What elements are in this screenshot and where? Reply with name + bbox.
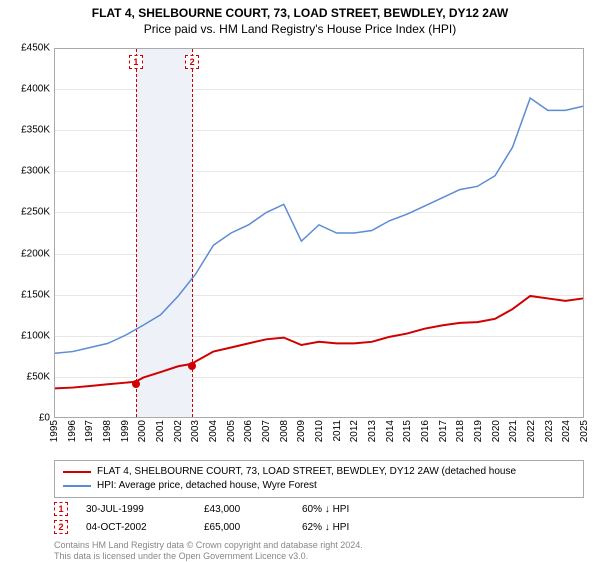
x-tick-label: 2007 bbox=[261, 420, 272, 442]
x-tick-label: 2004 bbox=[208, 420, 219, 442]
sales-table: 1 30-JUL-1999 £43,000 60% ↓ HPI 2 04-OCT-2002… bbox=[54, 500, 584, 536]
sales-row: 1 30-JUL-1999 £43,000 60% ↓ HPI bbox=[54, 500, 584, 518]
footnote-line2: This data is licensed under the Open Gov… bbox=[54, 551, 308, 561]
footnote: Contains HM Land Registry data © Crown c… bbox=[54, 540, 363, 562]
legend-label: FLAT 4, SHELBOURNE COURT, 73, LOAD STREE… bbox=[97, 465, 516, 479]
y-tick-label: £250K bbox=[21, 207, 50, 218]
chart-subtitle: Price paid vs. HM Land Registry's House … bbox=[0, 22, 600, 36]
legend-swatch bbox=[63, 471, 91, 473]
y-tick-label: £50K bbox=[27, 371, 50, 382]
x-tick-label: 2016 bbox=[420, 420, 431, 442]
x-tick-label: 2024 bbox=[561, 420, 572, 442]
sale-price: £65,000 bbox=[204, 522, 284, 533]
y-tick-label: £100K bbox=[21, 330, 50, 341]
sale-dot bbox=[132, 380, 140, 388]
legend-swatch bbox=[63, 485, 91, 487]
x-tick-label: 2019 bbox=[473, 420, 484, 442]
x-tick-label: 2001 bbox=[155, 420, 166, 442]
legend-row: HPI: Average price, detached house, Wyre… bbox=[63, 479, 575, 493]
x-tick-label: 2017 bbox=[438, 420, 449, 442]
x-tick-label: 2023 bbox=[544, 420, 555, 442]
plot-area: 12 bbox=[54, 48, 584, 418]
x-tick-label: 2006 bbox=[243, 420, 254, 442]
x-tick-label: 2021 bbox=[508, 420, 519, 442]
x-tick-label: 2003 bbox=[190, 420, 201, 442]
y-tick-label: £450K bbox=[21, 43, 50, 54]
x-tick-label: 2005 bbox=[226, 420, 237, 442]
sale-price: £43,000 bbox=[204, 504, 284, 515]
x-tick-label: 1998 bbox=[102, 420, 113, 442]
sale-marker-box: 1 bbox=[129, 55, 143, 69]
legend-label: HPI: Average price, detached house, Wyre… bbox=[97, 479, 317, 493]
legend-row: FLAT 4, SHELBOURNE COURT, 73, LOAD STREE… bbox=[63, 465, 575, 479]
x-tick-label: 2002 bbox=[173, 420, 184, 442]
line-series-svg bbox=[55, 49, 583, 417]
x-tick-label: 2015 bbox=[402, 420, 413, 442]
x-tick-label: 2011 bbox=[332, 420, 343, 442]
footnote-line1: Contains HM Land Registry data © Crown c… bbox=[54, 540, 363, 550]
y-tick-label: £150K bbox=[21, 289, 50, 300]
x-tick-label: 2020 bbox=[491, 420, 502, 442]
sale-marker-box: 2 bbox=[185, 55, 199, 69]
chart-title-address: FLAT 4, SHELBOURNE COURT, 73, LOAD STREE… bbox=[0, 6, 600, 20]
x-tick-label: 2008 bbox=[279, 420, 290, 442]
series-line-property bbox=[55, 296, 583, 388]
y-tick-label: £300K bbox=[21, 166, 50, 177]
x-tick-label: 1999 bbox=[120, 420, 131, 442]
y-tick-label: £200K bbox=[21, 248, 50, 259]
sale-diff: 62% ↓ HPI bbox=[302, 522, 402, 533]
y-tick-label: £350K bbox=[21, 125, 50, 136]
chart-titles: FLAT 4, SHELBOURNE COURT, 73, LOAD STREE… bbox=[0, 0, 600, 36]
sale-marker-box: 1 bbox=[54, 502, 68, 516]
x-tick-label: 1997 bbox=[84, 420, 95, 442]
x-tick-label: 2012 bbox=[349, 420, 360, 442]
y-tick-label: £400K bbox=[21, 84, 50, 95]
x-tick-label: 1995 bbox=[49, 420, 60, 442]
legend: FLAT 4, SHELBOURNE COURT, 73, LOAD STREE… bbox=[54, 460, 584, 498]
x-tick-label: 2025 bbox=[579, 420, 590, 442]
sale-date: 30-JUL-1999 bbox=[86, 504, 186, 515]
x-tick-label: 2000 bbox=[137, 420, 148, 442]
sale-diff: 60% ↓ HPI bbox=[302, 504, 402, 515]
x-tick-label: 2022 bbox=[526, 420, 537, 442]
chart-container: FLAT 4, SHELBOURNE COURT, 73, LOAD STREE… bbox=[0, 0, 600, 560]
sale-marker-box: 2 bbox=[54, 520, 68, 534]
x-tick-label: 2014 bbox=[385, 420, 396, 442]
sales-row: 2 04-OCT-2002 £65,000 62% ↓ HPI bbox=[54, 518, 584, 536]
sale-dot bbox=[188, 362, 196, 370]
x-tick-label: 2010 bbox=[314, 420, 325, 442]
sale-date: 04-OCT-2002 bbox=[86, 522, 186, 533]
x-tick-label: 2018 bbox=[455, 420, 466, 442]
x-tick-label: 2009 bbox=[296, 420, 307, 442]
x-tick-label: 1996 bbox=[67, 420, 78, 442]
x-tick-label: 2013 bbox=[367, 420, 378, 442]
